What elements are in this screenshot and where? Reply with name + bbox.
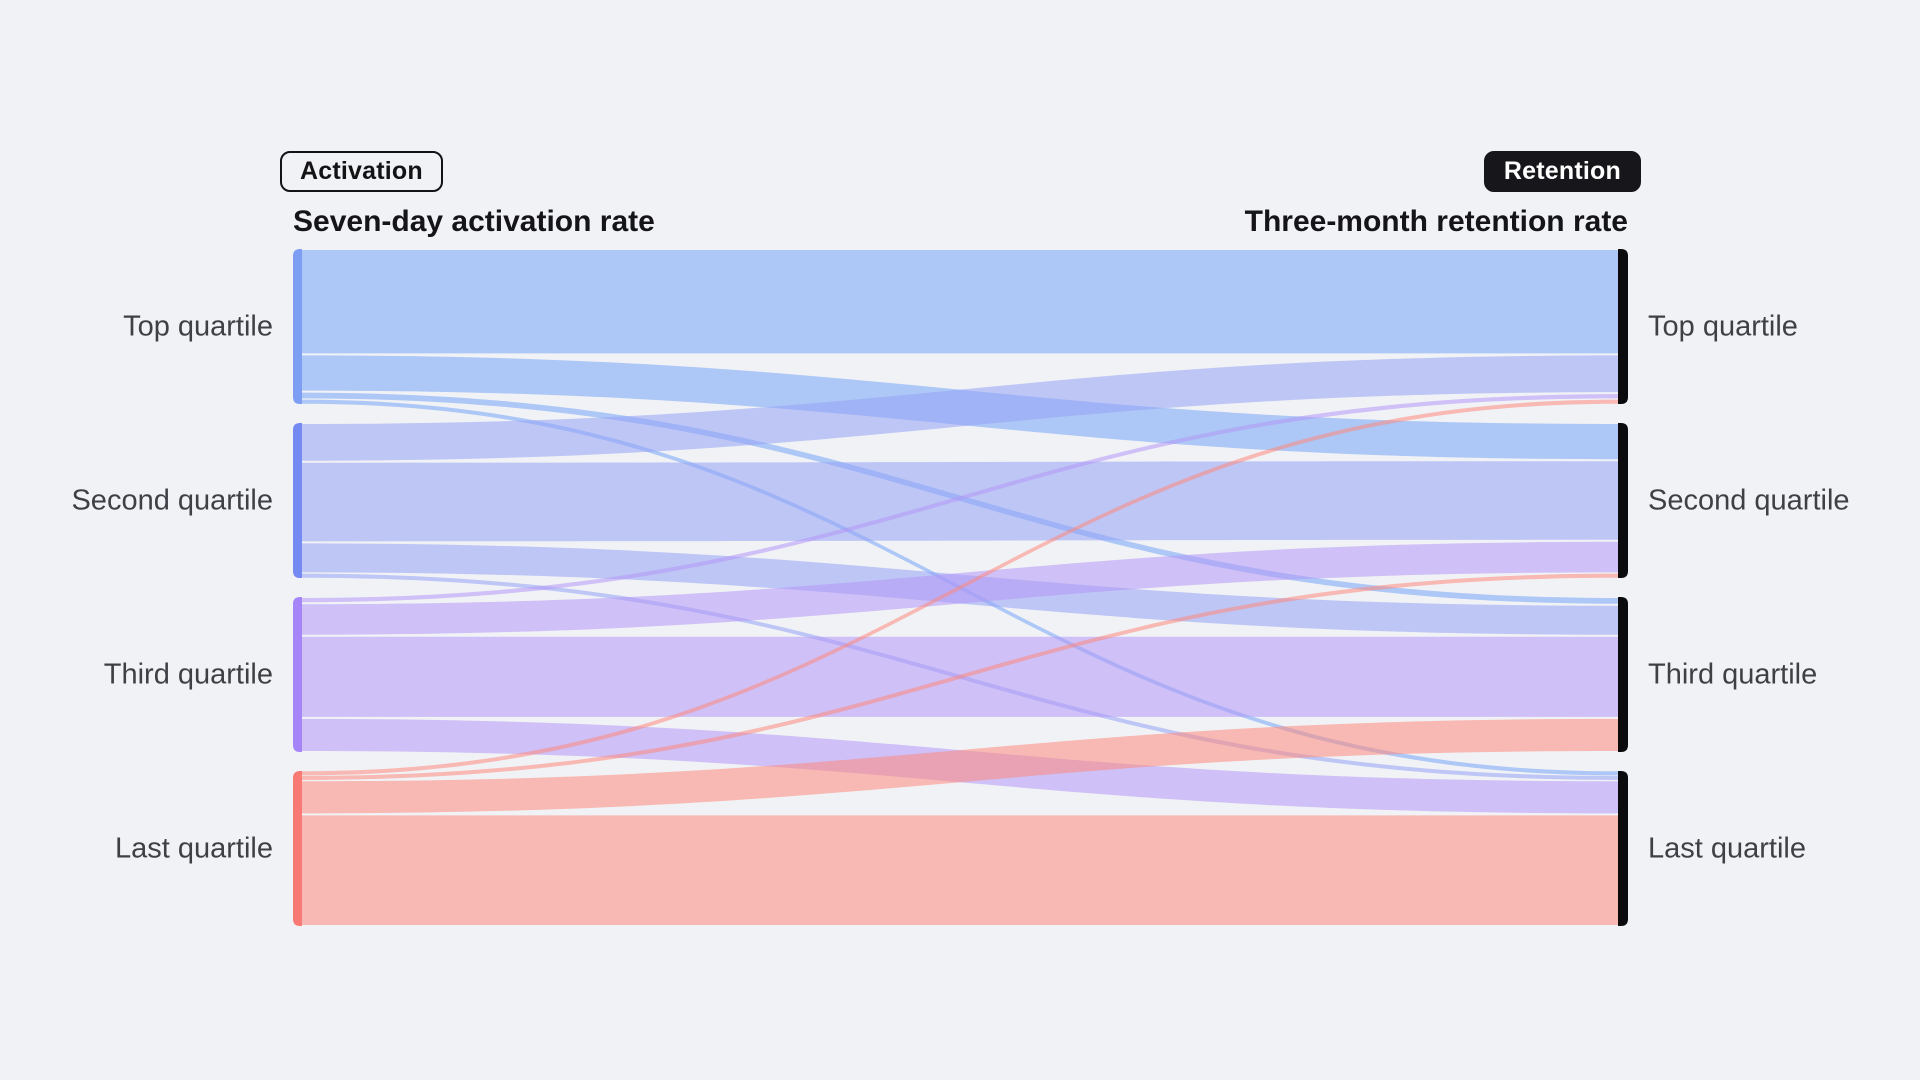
flow-top-quartile-to-top-quartile[interactable] bbox=[302, 250, 1618, 354]
sankey-node-right-third-quartile[interactable] bbox=[1618, 597, 1628, 752]
flow-second-quartile-to-second-quartile[interactable] bbox=[302, 461, 1618, 542]
sankey-node-right-second-quartile[interactable] bbox=[1618, 423, 1628, 578]
sankey-node-right-last-quartile[interactable] bbox=[1618, 771, 1628, 926]
flow-third-quartile-to-top-quartile[interactable] bbox=[302, 394, 1618, 603]
retention-chip-button[interactable]: Retention bbox=[1483, 151, 1641, 192]
sankey-node-left-last-quartile[interactable] bbox=[293, 771, 302, 926]
activation-axis-title: Seven-day activation rate bbox=[293, 205, 655, 238]
sankey-node-left-third-quartile[interactable] bbox=[293, 597, 302, 752]
right-label-third-quartile: Third quartile bbox=[1648, 658, 1818, 691]
left-label-third-quartile: Third quartile bbox=[103, 658, 273, 691]
sankey-node-right-top-quartile[interactable] bbox=[1618, 249, 1628, 404]
flow-last-quartile-to-last-quartile[interactable] bbox=[302, 815, 1618, 925]
right-label-last-quartile: Last quartile bbox=[1648, 832, 1806, 865]
flow-last-quartile-to-second-quartile[interactable] bbox=[302, 573, 1618, 780]
sankey-node-left-second-quartile[interactable] bbox=[293, 423, 302, 578]
flow-last-quartile-to-third-quartile[interactable] bbox=[302, 718, 1618, 814]
retention-axis-title: Three-month retention rate bbox=[1244, 205, 1628, 238]
right-label-second-quartile: Second quartile bbox=[1648, 484, 1850, 517]
flow-second-quartile-to-top-quartile[interactable] bbox=[302, 355, 1618, 461]
flow-last-quartile-to-top-quartile[interactable] bbox=[302, 399, 1618, 776]
right-label-top-quartile: Top quartile bbox=[1648, 310, 1798, 343]
activation-chip-button[interactable]: Activation bbox=[280, 151, 443, 192]
sankey-node-left-top-quartile[interactable] bbox=[293, 249, 302, 404]
left-label-top-quartile: Top quartile bbox=[123, 310, 273, 343]
left-label-second-quartile: Second quartile bbox=[71, 484, 273, 517]
left-label-last-quartile: Last quartile bbox=[115, 832, 273, 865]
